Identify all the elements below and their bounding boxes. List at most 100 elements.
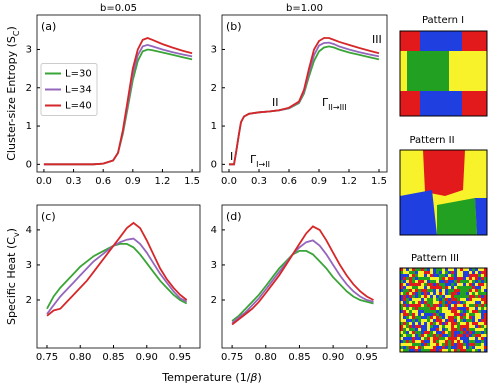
pattern-cell [433,340,436,343]
pattern-cell [475,298,478,301]
pattern-cell [421,280,424,283]
x-tick-label: 0.80 [69,352,91,363]
pattern-cell [421,274,424,277]
pattern-cell [454,268,457,271]
pattern-block [400,91,420,116]
pattern-cell [433,277,436,280]
pattern-cell [403,310,406,313]
pattern-cell [424,277,427,280]
pattern-cell [466,280,469,283]
pattern-cell [460,343,463,346]
panel-label: (d) [226,210,242,223]
pattern-cell [421,310,424,313]
pattern-cell [478,289,481,292]
pattern-cell [430,325,433,328]
pattern-cell [481,343,484,346]
annotation: III [372,33,382,46]
pattern-cell [478,307,481,310]
pattern-cell [463,346,466,349]
pattern-cell [430,298,433,301]
pattern-cell [472,346,475,349]
pattern-cell [439,280,442,283]
pattern-cell [409,277,412,280]
x-tick-label: 0.95 [356,352,378,363]
pattern-cell [400,301,403,304]
pattern-cell [448,268,451,271]
pattern-cell [418,349,421,352]
pattern-cell [400,340,403,343]
y-tick-label: 2 [26,83,32,94]
pattern-cell [460,349,463,352]
pattern-cell [460,277,463,280]
x-tick-label: 0.85 [288,352,310,363]
pattern-cell [424,286,427,289]
pattern-cell [475,346,478,349]
pattern-cell [403,316,406,319]
pattern-cell [406,313,409,316]
pattern-cell [427,301,430,304]
pattern-cell [403,274,406,277]
pattern-cell [442,328,445,331]
pattern-cell [427,274,430,277]
pattern-block [400,190,437,235]
pattern-cell [454,331,457,334]
pattern-cell [457,331,460,334]
line [46,221,188,317]
pattern-cell [406,292,409,295]
pattern-cell [427,334,430,337]
pattern-cell [475,295,478,298]
pattern-cell [448,310,451,313]
pattern-cell [484,298,487,301]
x-tick-label: 1.5 [184,176,200,187]
pattern-cell [403,346,406,349]
pattern-cell [415,268,418,271]
pattern-cell [421,328,424,331]
pattern-cell [403,271,406,274]
pattern-cell [427,286,430,289]
y-tick-label: 3 [211,44,217,55]
pattern-cell [427,292,430,295]
pattern-block [462,31,487,51]
pattern-cell [472,319,475,322]
pattern-cell [445,331,448,334]
pattern-cell [400,274,403,277]
pattern-cell [418,325,421,328]
pattern-cell [466,334,469,337]
pattern-cell [481,298,484,301]
pattern-cell [412,343,415,346]
pattern-cell [409,313,412,316]
pattern-cell [463,322,466,325]
pattern-cell [457,310,460,313]
pattern-cell [427,340,430,343]
pattern-cell [427,310,430,313]
pattern-cell [421,283,424,286]
pattern-cell [478,292,481,295]
pattern-cell [475,334,478,337]
pattern-cell [484,346,487,349]
pattern-cell [451,268,454,271]
pattern-cell [430,283,433,286]
pattern-cell [406,331,409,334]
pattern-cell [460,304,463,307]
pattern-cell [442,274,445,277]
pattern-cell [454,319,457,322]
pattern-cell [442,283,445,286]
pattern-cell [451,298,454,301]
pattern-cell [466,349,469,352]
pattern-cell [463,271,466,274]
pattern-cell [445,295,448,298]
pattern-cell [463,289,466,292]
pattern-cell [415,307,418,310]
pattern-cell [472,307,475,310]
pattern-cell [478,310,481,313]
pattern-cell [406,322,409,325]
pattern-cell [475,331,478,334]
y-tick-label: 4 [211,225,217,236]
pattern-cell [415,286,418,289]
pattern-cell [472,286,475,289]
pattern-cell [445,313,448,316]
pattern-cell [421,334,424,337]
pattern-cell [439,325,442,328]
pattern-cell [433,268,436,271]
x-tick-label: 0.75 [221,352,243,363]
